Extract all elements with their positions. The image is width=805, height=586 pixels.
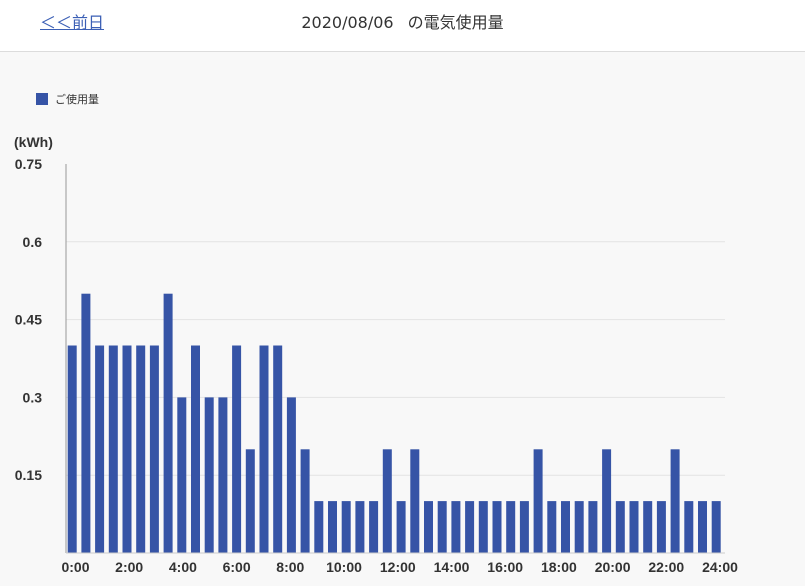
bar xyxy=(273,345,283,553)
page-header: ＜＜前日 2020/08/06 の電気使用量 xyxy=(0,0,805,52)
x-tick-label: 0:00 xyxy=(61,559,89,575)
previous-day-link[interactable]: ＜＜前日 xyxy=(40,13,105,32)
bar xyxy=(382,449,392,553)
y-tick-label: 0.75 xyxy=(15,156,42,172)
x-tick-label: 8:00 xyxy=(276,559,304,575)
bar xyxy=(711,501,721,553)
x-tick-label: 12:00 xyxy=(380,559,416,575)
bar xyxy=(670,449,680,553)
bar xyxy=(424,501,433,553)
bar xyxy=(698,501,707,553)
x-tick-label: 24:00 xyxy=(702,559,738,575)
x-tick-label: 4:00 xyxy=(169,559,197,575)
bar xyxy=(191,345,200,553)
bar xyxy=(341,501,351,553)
bar xyxy=(314,501,324,553)
title-date: 2020/08/06 xyxy=(301,13,394,32)
y-axis-label: (kWh) xyxy=(14,134,53,150)
bar xyxy=(286,397,296,553)
legend-label: ご使用量 xyxy=(55,92,99,106)
bar xyxy=(574,501,584,553)
bar xyxy=(602,449,612,553)
bar xyxy=(547,501,557,553)
bar xyxy=(437,501,447,553)
x-tick-label: 14:00 xyxy=(434,559,470,575)
y-tick-label: 0.6 xyxy=(23,234,43,250)
bar xyxy=(410,449,420,553)
bar xyxy=(396,501,406,553)
bar xyxy=(492,501,502,553)
bar xyxy=(81,293,91,553)
bar xyxy=(67,345,77,553)
y-tick-label: 0.3 xyxy=(23,389,43,405)
bar xyxy=(95,345,105,553)
bar xyxy=(561,501,570,553)
bar xyxy=(204,397,214,553)
y-tick-label: 0.15 xyxy=(15,467,42,483)
bar xyxy=(245,449,255,553)
bar xyxy=(355,501,365,553)
bar xyxy=(108,345,118,553)
bar xyxy=(465,501,475,553)
bar xyxy=(218,397,228,553)
x-tick-label: 20:00 xyxy=(595,559,631,575)
bar xyxy=(506,501,516,553)
bar xyxy=(451,501,461,553)
bar xyxy=(136,345,146,553)
bar xyxy=(629,501,639,553)
bar xyxy=(149,345,159,553)
bar xyxy=(122,345,132,553)
x-tick-label: 10:00 xyxy=(326,559,362,575)
x-tick-label: 16:00 xyxy=(487,559,523,575)
x-tick-label: 22:00 xyxy=(648,559,684,575)
x-tick-label: 6:00 xyxy=(223,559,251,575)
bar xyxy=(656,501,666,553)
bar xyxy=(232,345,242,553)
x-tick-label: 18:00 xyxy=(541,559,577,575)
bar xyxy=(369,501,379,553)
bar xyxy=(177,397,187,553)
bar xyxy=(259,345,269,553)
bar xyxy=(615,501,625,553)
bar xyxy=(328,501,337,553)
bar xyxy=(519,501,529,553)
bar xyxy=(533,449,543,553)
title-suffix: の電気使用量 xyxy=(407,13,504,32)
bar xyxy=(163,293,173,553)
bar xyxy=(684,501,694,553)
bar xyxy=(478,501,488,553)
page-title: 2020/08/06 の電気使用量 xyxy=(0,9,805,33)
bar xyxy=(643,501,653,553)
usage-bar-chart: ご使用量 (kWh) 0.15 0.3 0.45 0.6 0.75 0:00 2:00 4:00 6… xyxy=(14,92,738,575)
bar xyxy=(588,501,598,553)
bar xyxy=(300,449,310,553)
y-tick-label: 0.45 xyxy=(15,312,42,328)
legend-swatch xyxy=(36,93,48,105)
x-tick-label: 2:00 xyxy=(115,559,143,575)
